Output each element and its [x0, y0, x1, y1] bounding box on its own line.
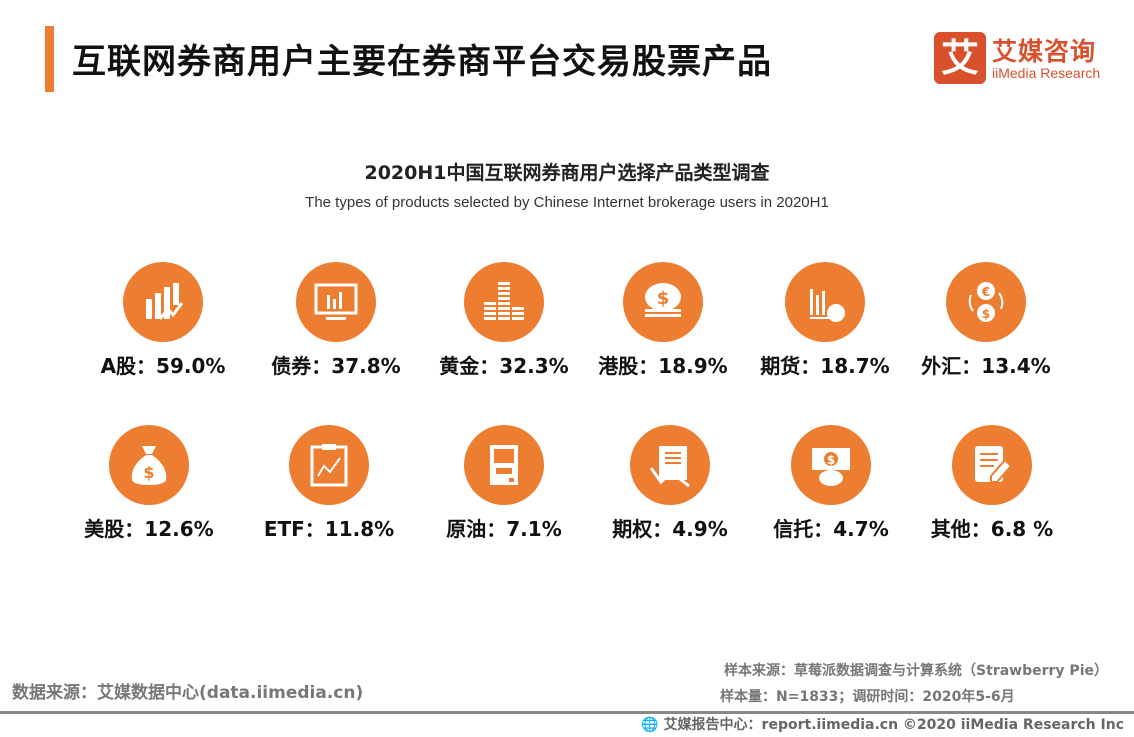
product-label: 港股：18.9% [598, 354, 728, 378]
iimedia-logo: 艾 艾媒咨询 iiMedia Research [934, 32, 1114, 84]
money-bag-icon: $ [109, 425, 189, 505]
product-label: ETF：11.8% [263, 517, 395, 541]
svg-text:$: $ [827, 453, 835, 467]
document-chart-icon [630, 425, 710, 505]
product-label: 信托：4.7% [773, 517, 889, 541]
product-item-债券: 债券：37.8% [251, 262, 421, 379]
footer-credit-text: 艾媒报告中心：report.iimedia.cn ©2020 iiMedia R… [663, 717, 1124, 733]
page-title: 互联网券商用户主要在券商平台交易股票产品 [72, 42, 772, 82]
product-item-信托: $ 信托：4.7% [746, 425, 916, 542]
oil-machine-icon [464, 425, 544, 505]
bar-chart-arrow-icon [123, 262, 203, 342]
logo-cn: 艾媒咨询 [992, 37, 1097, 66]
dollar-coin-stack-icon: $ [623, 262, 703, 342]
svg-text:$: $ [657, 288, 670, 309]
product-label: 外汇：13.4% [921, 354, 1051, 378]
coin-stacks-icon [464, 262, 544, 342]
product-label: 美股：12.6% [84, 517, 214, 541]
svg-text:$: $ [982, 307, 990, 321]
product-item-期货: 期货：18.7% [740, 262, 910, 379]
chart-subtitle: The types of products selected by Chines… [305, 194, 829, 211]
svg-text:€: € [981, 285, 990, 299]
product-item-外汇: € $ 外汇：13.4% [901, 262, 1071, 379]
product-item-港股: $ 港股：18.9% [578, 262, 748, 379]
monitor-chart-icon [296, 262, 376, 342]
product-item-ETF: ETF：11.8% [244, 425, 414, 542]
hand-money-icon: $ [791, 425, 871, 505]
product-label: A股：59.0% [100, 354, 226, 378]
product-label: 原油：7.1% [446, 517, 562, 541]
logo-mark: 艾 [934, 32, 986, 84]
product-item-其他: 其他：6.8 % [907, 425, 1077, 542]
product-item-黄金: 黄金：32.3% [419, 262, 589, 379]
currency-exchange-icon: € $ [946, 262, 1026, 342]
product-item-期权: 期权：4.9% [585, 425, 755, 542]
document-pen-icon [952, 425, 1032, 505]
product-label: 其他：6.8 % [930, 517, 1054, 541]
product-label: 黄金：32.3% [439, 354, 569, 378]
title-accent-bar [45, 26, 54, 92]
chart-title: 2020H1中国互联网券商用户选择产品类型调查 [364, 162, 770, 184]
sample-source: 样本来源：草莓派数据调查与计算系统（Strawberry Pie） [724, 663, 1108, 679]
product-label: 期权：4.9% [612, 517, 728, 541]
product-item-美股: $ 美股：12.6% [64, 425, 234, 542]
svg-text:$: $ [143, 463, 154, 482]
product-label: 期货：18.7% [760, 354, 890, 378]
globe-icon: 🌐 [641, 717, 659, 733]
clipboard-chart-icon [289, 425, 369, 505]
product-item-A股: A股：59.0% [78, 262, 248, 379]
product-item-原油: 原油：7.1% [419, 425, 589, 542]
sample-size: 样本量：N=1833；调研时间：2020年5-6月 [720, 689, 1015, 705]
data-source: 数据来源：艾媒数据中心(data.iimedia.cn) [12, 683, 364, 703]
footer-divider [0, 711, 1134, 714]
chart-pie-icon [785, 262, 865, 342]
logo-en: iiMedia Research [992, 65, 1101, 81]
product-label: 债券：37.8% [271, 354, 401, 378]
footer-credit: 🌐 艾媒报告中心：report.iimedia.cn ©2020 iiMedia… [641, 714, 1124, 734]
